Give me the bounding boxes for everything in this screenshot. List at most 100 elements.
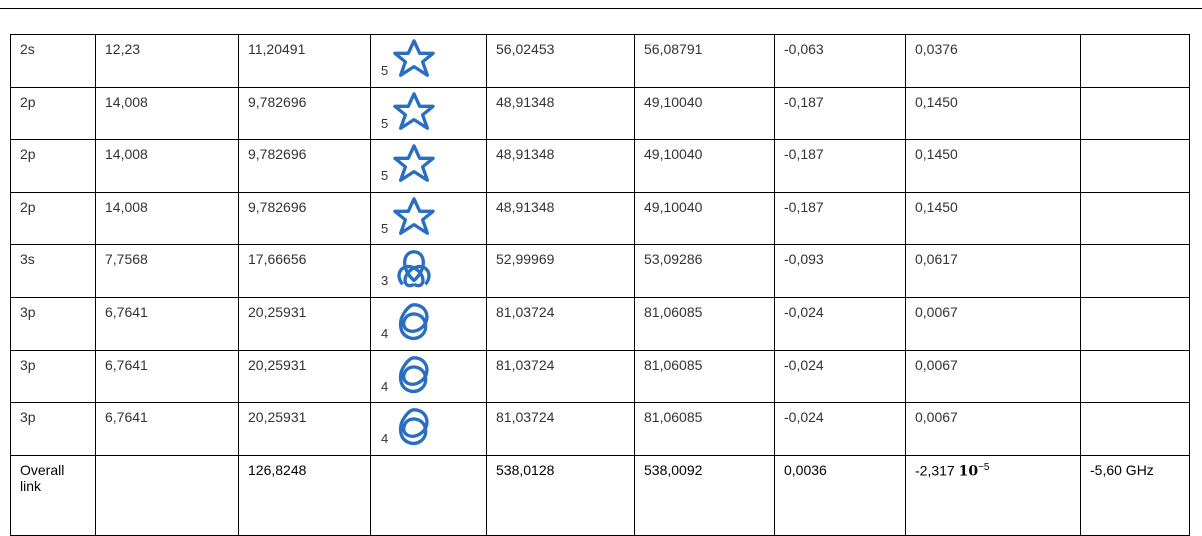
table-cell: 0,0617	[906, 245, 1081, 298]
table-cell: Overall link	[11, 455, 96, 535]
cell-text: -0,093	[784, 251, 824, 267]
knot-strand	[401, 357, 427, 391]
table-cell: 3p	[11, 297, 96, 350]
table-cell: 81,03724	[487, 297, 635, 350]
knot-cell: 4	[371, 297, 487, 350]
table-cell: 3p	[11, 350, 96, 403]
knot-number: 4	[381, 379, 388, 394]
table-cell: 0,0376	[906, 35, 1081, 88]
table-cell: 126,8248	[239, 455, 371, 535]
cell-text: 9,782696	[248, 94, 306, 110]
knot-number: 4	[381, 431, 388, 446]
table-cell: 2p	[11, 140, 96, 193]
cell-text: 81,03724	[496, 357, 554, 373]
knot-cell: 3	[371, 245, 487, 298]
knot-strand	[395, 146, 433, 180]
table-cell: 6,7641	[96, 403, 239, 456]
cell-text: 0,0067	[915, 304, 958, 320]
cell-text: 3p	[20, 357, 36, 373]
cell-text: 0,1450	[915, 146, 958, 162]
table-cell: 3p	[11, 403, 96, 456]
cell-text: -0,024	[784, 304, 824, 320]
cell-text: 0,0376	[915, 41, 958, 57]
knot-icon	[393, 37, 435, 81]
knot-icon	[393, 300, 435, 344]
cell-text: 52,99969	[496, 251, 554, 267]
knot-number: 3	[381, 273, 388, 288]
knot-icon	[393, 195, 435, 239]
table-cell: 49,10040	[635, 140, 775, 193]
cell-text: -0,187	[784, 146, 824, 162]
cell-text: 49,10040	[644, 146, 702, 162]
table-cell	[371, 455, 487, 535]
cell-text: Overall link	[20, 462, 64, 494]
cell-text: 14,008	[105, 146, 148, 162]
table-cell	[1081, 87, 1190, 140]
table-cell: 81,03724	[487, 350, 635, 403]
knot-cell: 5	[371, 87, 487, 140]
table-cell: -0,024	[775, 403, 906, 456]
cell-text: 48,91348	[496, 94, 554, 110]
table-cell	[1081, 350, 1190, 403]
table-cell: -0,187	[775, 140, 906, 193]
cell-text: 6,7641	[105, 357, 148, 373]
cell-text: -0,024	[784, 409, 824, 425]
knot-cell: 5	[371, 140, 487, 193]
cell-text: 2p	[20, 146, 36, 162]
cell-text: 11,20491	[248, 41, 305, 57]
table-cell: 17,66656	[239, 245, 371, 298]
cell-text: -0,063	[784, 41, 824, 57]
table-cell: -0,093	[775, 245, 906, 298]
table-cell: -2,317 10−5	[906, 455, 1081, 535]
table-cell: 9,782696	[239, 192, 371, 245]
cell-text: 0,1450	[915, 94, 958, 110]
cell-text: 81,03724	[496, 304, 554, 320]
table-cell: 81,06085	[635, 297, 775, 350]
knot-icon	[393, 353, 435, 397]
table-cell: -0,187	[775, 192, 906, 245]
table-cell: 14,008	[96, 192, 239, 245]
knot-number: 5	[381, 221, 388, 236]
cell-text: 81,06085	[644, 409, 702, 425]
top-rule	[0, 8, 1202, 9]
knot-icon	[393, 247, 435, 291]
cell-text: 81,06085	[644, 357, 702, 373]
knot-cell: 4	[371, 403, 487, 456]
cell-text: 3s	[20, 251, 35, 267]
cell-text: 3p	[20, 409, 36, 425]
table-cell: 48,91348	[487, 140, 635, 193]
table-cell: 56,08791	[635, 35, 775, 88]
cell-text: 538,0128	[496, 462, 554, 478]
table-cell: 0,0067	[906, 350, 1081, 403]
exponent: −5	[978, 462, 989, 473]
mantissa: -2,317	[915, 462, 955, 478]
cell-text: 48,91348	[496, 199, 554, 215]
table-cell: -0,024	[775, 297, 906, 350]
table-cell	[1081, 192, 1190, 245]
table-cell: 0,0067	[906, 403, 1081, 456]
table-cell: 14,008	[96, 140, 239, 193]
table-cell	[1081, 403, 1190, 456]
cell-text: 56,02453	[496, 41, 554, 57]
cell-text: 81,03724	[496, 409, 554, 425]
table-cell: 48,91348	[487, 192, 635, 245]
knot-number: 5	[381, 168, 388, 183]
table-cell	[1081, 245, 1190, 298]
knot-number: 4	[381, 326, 388, 341]
table-cell: 20,25931	[239, 403, 371, 456]
table-cell: 20,25931	[239, 350, 371, 403]
knot-strand	[395, 199, 433, 233]
knot-cell: 4	[371, 350, 487, 403]
table-cell: 2p	[11, 192, 96, 245]
knot-strand	[401, 410, 427, 444]
cell-text: 81,06085	[644, 304, 702, 320]
